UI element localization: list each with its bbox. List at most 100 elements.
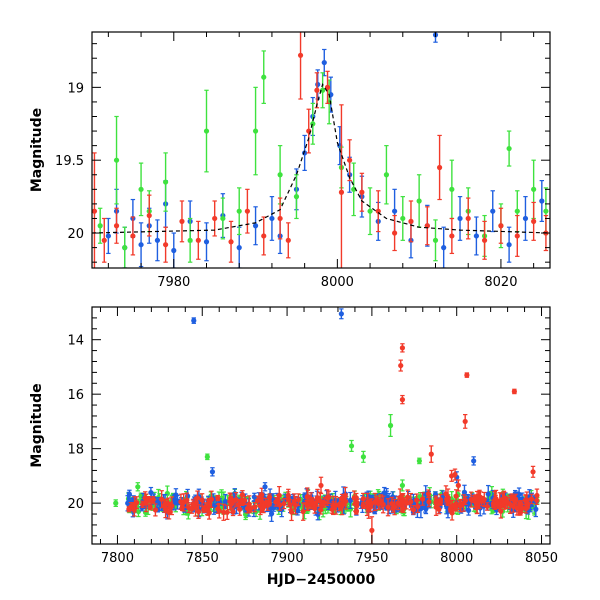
data-point-blue xyxy=(269,196,275,241)
data-point-red xyxy=(481,220,488,260)
data-point-red xyxy=(392,214,398,252)
data-point-red xyxy=(511,388,517,395)
band-point-red xyxy=(239,498,245,506)
band-point-red xyxy=(126,506,132,513)
data-point-blue xyxy=(203,222,210,262)
data-point-red xyxy=(452,468,458,481)
data-point-red xyxy=(408,200,414,243)
data-point-blue xyxy=(138,222,144,268)
data-point-green xyxy=(113,499,119,508)
data-point-green xyxy=(400,196,406,241)
band-point-red xyxy=(266,500,273,507)
band-point-red xyxy=(147,504,153,511)
band-point-red xyxy=(131,496,138,513)
band-point-red xyxy=(287,499,293,511)
band-point-red xyxy=(168,501,174,513)
band-point-red xyxy=(534,488,540,503)
model-curve xyxy=(92,82,550,234)
data-point-blue xyxy=(473,216,479,256)
data-point-red xyxy=(228,220,234,263)
data-point-green xyxy=(506,130,512,167)
panel-top: 7980 8000 8020 19 19.5 20 Magnitude xyxy=(29,31,551,290)
data-point-green xyxy=(432,219,439,262)
data-point-green xyxy=(348,439,355,452)
data-point-red xyxy=(428,445,434,463)
data-point-red xyxy=(462,414,468,429)
band-point-red xyxy=(285,488,291,503)
data-point-blue xyxy=(154,219,161,262)
band-point-red xyxy=(400,504,406,514)
data-point-blue xyxy=(209,467,216,477)
band-point-red xyxy=(425,489,432,499)
data-point-red xyxy=(455,479,461,492)
y-tick-label: 16 xyxy=(67,388,84,403)
data-point-red xyxy=(359,172,365,212)
band-point-red xyxy=(259,505,266,513)
x-tick-label: 7980 xyxy=(157,275,190,290)
data-point-red xyxy=(314,72,320,109)
band-point-red xyxy=(509,493,515,502)
data-point-red xyxy=(195,220,201,260)
band-point-red xyxy=(481,491,487,508)
data-point-red xyxy=(449,217,455,255)
data-point-green xyxy=(416,457,422,465)
band-point-red xyxy=(494,498,500,509)
band-point-red xyxy=(184,492,190,508)
data-point-green xyxy=(220,197,226,240)
x-axis-title: HJD−2450000 xyxy=(267,572,376,588)
band-point-red xyxy=(443,485,449,503)
data-point-green xyxy=(449,159,455,220)
band-point-red xyxy=(252,501,258,513)
data-point-red xyxy=(277,197,283,240)
data-point-red xyxy=(465,197,471,240)
data-point-blue xyxy=(457,196,463,241)
band-point-red xyxy=(224,504,230,520)
band-point-red xyxy=(292,495,299,515)
band-point-red xyxy=(484,502,490,511)
data-point-green xyxy=(399,479,406,492)
band-point-red xyxy=(365,492,371,512)
data-point-green xyxy=(277,145,283,205)
y-tick-label: 14 xyxy=(67,334,84,349)
data-point-red xyxy=(261,216,267,256)
data-point-blue xyxy=(522,196,529,241)
data-point-red xyxy=(449,469,455,482)
band-point-red xyxy=(276,485,282,506)
band-point-red xyxy=(143,493,149,513)
data-point-red xyxy=(113,207,120,244)
y-tick-label: 20 xyxy=(67,227,84,242)
band-point-red xyxy=(360,502,366,509)
data-point-green xyxy=(293,174,300,220)
band-point-red xyxy=(433,498,439,516)
band-point-red xyxy=(255,495,261,506)
data-point-blue xyxy=(506,226,512,263)
data-point-green xyxy=(113,115,120,205)
band-point-red xyxy=(372,492,378,512)
data-point-blue xyxy=(321,48,327,77)
data-point-green xyxy=(138,162,144,217)
band-point-red xyxy=(410,504,417,515)
x-tick-label: 8000 xyxy=(440,551,473,566)
plot-area xyxy=(92,32,550,268)
data-point-green xyxy=(163,152,169,212)
data-point-red xyxy=(498,207,504,244)
band-point-red xyxy=(339,501,345,509)
x-tick-label: 8050 xyxy=(525,551,558,566)
data-point-red xyxy=(179,200,185,243)
band-point-red xyxy=(152,503,159,517)
data-point-blue xyxy=(262,482,268,492)
band-point-blue xyxy=(347,491,353,510)
band-point-red xyxy=(330,495,336,515)
data-point-red xyxy=(285,222,291,259)
band-point-red xyxy=(453,489,459,503)
band-point-red xyxy=(471,494,477,504)
band-point-red xyxy=(405,489,411,506)
y-tick-label: 18 xyxy=(67,443,84,458)
data-point-red xyxy=(514,214,520,257)
y-tick-label: 20 xyxy=(67,497,84,512)
band-point-red xyxy=(457,499,463,510)
data-point-blue xyxy=(315,69,321,100)
band-point-red xyxy=(204,504,210,516)
data-point-green xyxy=(383,145,390,205)
